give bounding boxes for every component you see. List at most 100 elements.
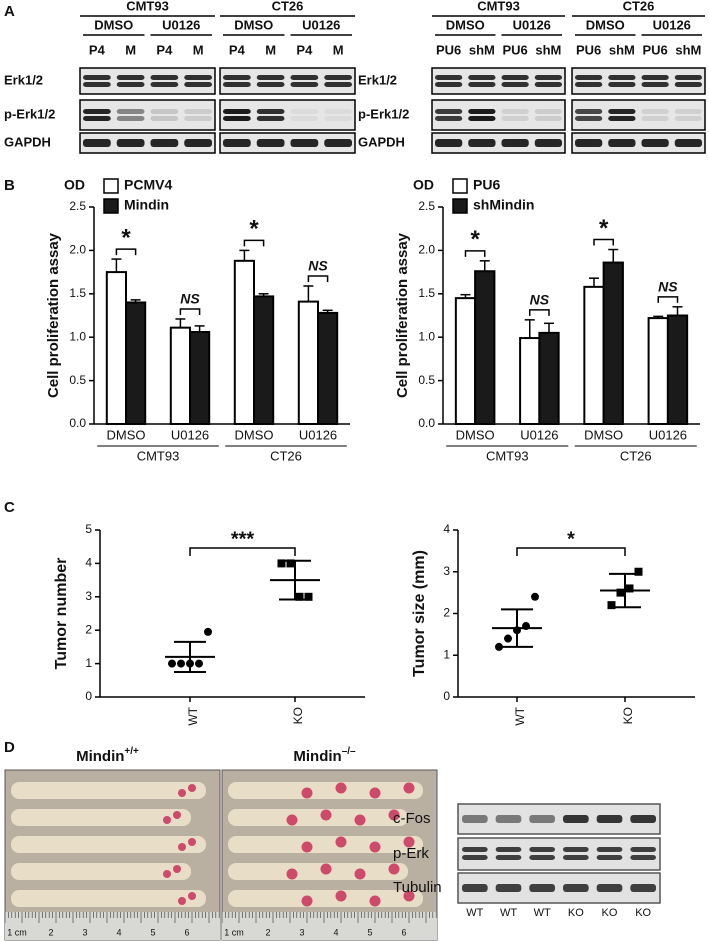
band bbox=[435, 116, 463, 121]
panel-letter: D bbox=[4, 739, 15, 756]
bar bbox=[253, 295, 275, 425]
band bbox=[83, 75, 111, 80]
blot-row-label: GAPDH bbox=[4, 134, 51, 149]
x-tick-label: DMSO bbox=[456, 427, 495, 442]
bar bbox=[317, 311, 339, 425]
blot-strip bbox=[457, 837, 661, 871]
band bbox=[534, 116, 562, 121]
legend-swatch bbox=[452, 178, 468, 194]
point bbox=[634, 567, 643, 576]
point bbox=[286, 559, 295, 568]
lane-label: PU6 bbox=[502, 42, 527, 57]
ruler-label: 4 bbox=[116, 927, 121, 937]
lane-label: shM bbox=[609, 42, 635, 57]
cell-line-label: CMT93 bbox=[126, 0, 169, 13]
legend-swatch bbox=[103, 178, 119, 194]
lane-label: P4 bbox=[229, 42, 246, 57]
band bbox=[608, 82, 636, 87]
y-axis-label: Cell proliferation assay bbox=[45, 232, 62, 398]
significance-bracket bbox=[528, 309, 550, 316]
panel-letter: A bbox=[4, 3, 15, 20]
band bbox=[630, 847, 656, 852]
lane-label: P4 bbox=[89, 42, 106, 57]
significance-bracket bbox=[516, 547, 626, 556]
legend-label: PCMV4 bbox=[124, 177, 172, 193]
ruler-label: 3 bbox=[82, 927, 87, 937]
band bbox=[575, 75, 603, 80]
band bbox=[495, 884, 522, 892]
point bbox=[304, 592, 313, 601]
tumor bbox=[369, 895, 381, 907]
blot-row-label: Erk1/2 bbox=[358, 72, 397, 87]
blot-strip bbox=[571, 132, 706, 154]
band bbox=[462, 815, 488, 823]
band bbox=[563, 847, 589, 852]
bar bbox=[647, 317, 669, 426]
blot-row-label: p-Erk1/2 bbox=[4, 106, 55, 121]
band bbox=[290, 75, 319, 80]
intestine bbox=[11, 836, 206, 853]
y-tick-label: 1.5 bbox=[69, 286, 86, 300]
blot-strip bbox=[219, 99, 356, 131]
intestine bbox=[228, 782, 423, 799]
lane-label: shM bbox=[469, 42, 495, 57]
tumor bbox=[320, 809, 332, 821]
tumor bbox=[178, 897, 186, 905]
band bbox=[256, 82, 285, 87]
ruler bbox=[5, 912, 220, 940]
band bbox=[116, 139, 145, 147]
band bbox=[435, 139, 463, 147]
x-tick-label: U0126 bbox=[520, 427, 558, 442]
band bbox=[575, 82, 603, 87]
band bbox=[501, 75, 529, 80]
panel-letter: C bbox=[4, 499, 15, 516]
band bbox=[223, 109, 251, 114]
x-tick-label: DMSO bbox=[584, 427, 623, 442]
x-tick-label: DMSO bbox=[107, 427, 146, 442]
tumor bbox=[403, 782, 415, 794]
legend-swatch bbox=[103, 198, 119, 214]
band bbox=[468, 82, 496, 87]
x-tick-label: U0126 bbox=[649, 427, 687, 442]
significance-bracket bbox=[464, 250, 486, 257]
cell-line-label: CT26 bbox=[623, 0, 655, 13]
band bbox=[630, 884, 656, 892]
genotype-base: Mindin bbox=[293, 748, 341, 765]
tumor bbox=[286, 868, 298, 880]
band bbox=[608, 139, 636, 147]
y-tick-label: 0 bbox=[85, 689, 92, 703]
blot-strip bbox=[571, 99, 706, 131]
significance-label: * bbox=[121, 224, 131, 251]
band bbox=[534, 82, 562, 87]
band bbox=[563, 884, 589, 892]
blot-row-label: c-Fos bbox=[393, 810, 431, 827]
y-tick-label: 1.0 bbox=[418, 329, 435, 343]
band bbox=[534, 139, 562, 147]
band bbox=[495, 847, 522, 852]
band bbox=[468, 139, 496, 147]
lane-label: shM bbox=[675, 42, 701, 57]
blot-row-label: Tubulin bbox=[393, 879, 442, 896]
group-label: CT26 bbox=[270, 448, 302, 463]
x-tick-label: WT bbox=[186, 706, 200, 725]
band bbox=[529, 815, 555, 823]
cell-line-label: CT26 bbox=[272, 0, 304, 13]
band bbox=[674, 139, 702, 147]
blot-strip bbox=[79, 67, 216, 95]
y-tick-label: 2.0 bbox=[69, 243, 86, 257]
tumor bbox=[335, 782, 347, 794]
intestine bbox=[228, 863, 408, 880]
band bbox=[674, 109, 702, 114]
blot-strip bbox=[219, 132, 356, 154]
band bbox=[290, 82, 319, 87]
blot-strip bbox=[457, 803, 661, 835]
band bbox=[534, 75, 562, 80]
bar bbox=[233, 259, 256, 426]
genotype-base: Mindin bbox=[76, 748, 124, 765]
significance-label: * bbox=[599, 215, 609, 242]
blot-strip bbox=[431, 67, 566, 95]
bar bbox=[602, 261, 624, 425]
band bbox=[529, 884, 555, 892]
y-tick-label: 2 bbox=[443, 606, 450, 620]
x-tick-label: KO bbox=[621, 707, 635, 724]
